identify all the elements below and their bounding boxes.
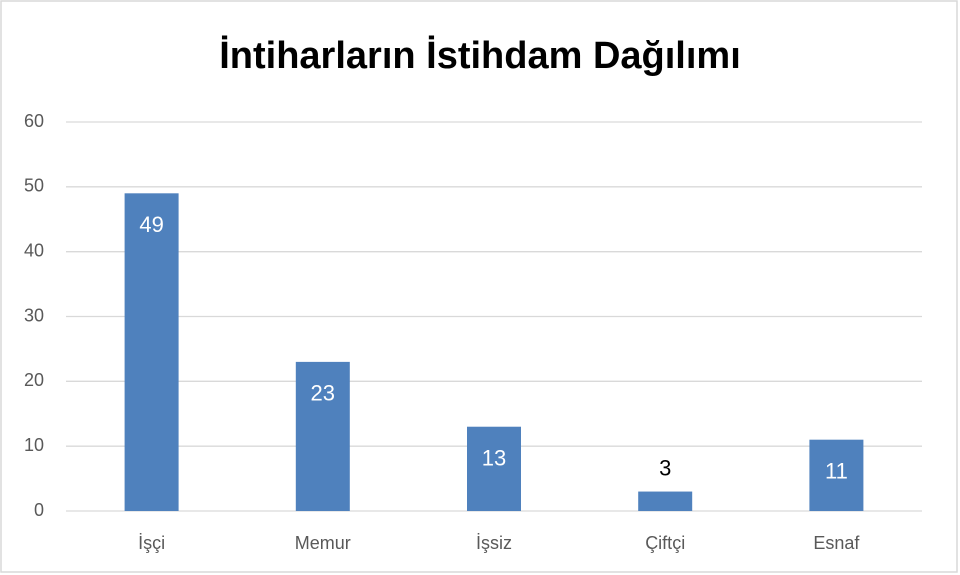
chart-title: İntiharların İstihdam Dağılımı	[219, 35, 741, 77]
value-label: 23	[311, 381, 335, 406]
y-tick-label: 30	[24, 305, 44, 325]
x-tick-label: Esnaf	[813, 533, 860, 553]
y-tick-label: 40	[24, 240, 44, 260]
value-label: 49	[139, 212, 163, 237]
x-tick-label: Çiftçi	[645, 533, 685, 553]
x-tick-label: İşçi	[138, 533, 165, 553]
y-tick-label: 60	[24, 111, 44, 131]
y-tick-label: 20	[24, 370, 44, 390]
y-tick-label: 50	[24, 176, 44, 196]
y-tick-label: 10	[24, 435, 44, 455]
bar	[295, 361, 350, 511]
bar	[124, 193, 179, 512]
bar	[467, 426, 521, 511]
bar	[809, 439, 864, 511]
x-tick-label: Memur	[295, 533, 351, 553]
value-label: 13	[482, 446, 506, 471]
y-tick-label: 0	[34, 500, 44, 520]
value-label: 3	[659, 455, 671, 480]
x-tick-label: İşsiz	[476, 533, 512, 553]
value-label: 11	[825, 458, 848, 483]
bar	[638, 491, 693, 511]
